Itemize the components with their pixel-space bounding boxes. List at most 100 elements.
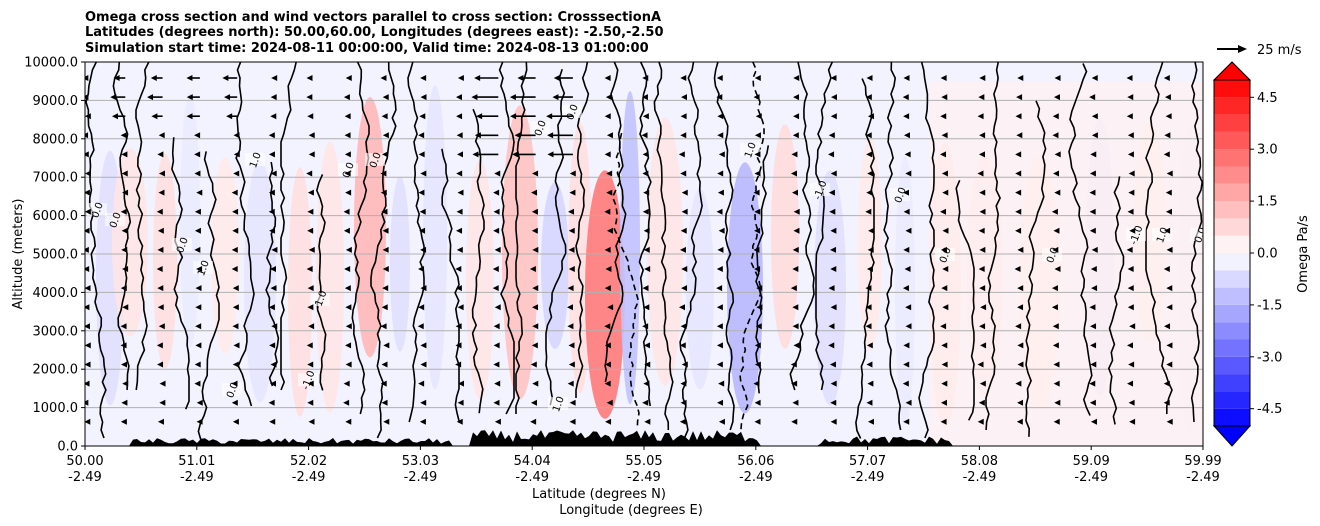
wind-vector	[905, 399, 912, 406]
wind-vector	[85, 418, 91, 425]
wind-vector	[717, 170, 724, 177]
wind-vector	[547, 151, 573, 158]
wind-vector	[231, 246, 238, 253]
wind-vector	[383, 418, 390, 425]
wind-vector	[307, 399, 314, 406]
omega-fill-region	[771, 124, 799, 349]
wind-vector	[978, 94, 985, 101]
x-tick-label-lat: 56.06	[737, 454, 774, 469]
wind-vector	[1163, 399, 1170, 406]
wind-vector	[979, 75, 986, 81]
wind-vector	[1017, 361, 1024, 368]
x-tick-label-lon: -2.49	[1074, 470, 1108, 485]
wind-vector	[306, 342, 313, 349]
contour-line	[135, 62, 150, 391]
wind-vector	[644, 361, 651, 368]
contour-label-bg	[365, 153, 385, 166]
wind-vector	[1014, 266, 1021, 272]
wind-vector	[1054, 266, 1061, 272]
wind-vector	[381, 304, 388, 311]
wind-vector	[147, 94, 163, 101]
wind-vector	[195, 323, 202, 330]
wind-vector	[121, 227, 128, 234]
x-tick-label-lat: 59.99	[1184, 454, 1221, 469]
wind-vector	[344, 285, 351, 292]
wind-vector	[643, 246, 650, 253]
wind-vector	[232, 418, 239, 425]
wind-vector	[979, 208, 986, 215]
wind-vector	[903, 75, 910, 81]
wind-vector	[381, 361, 388, 368]
wind-vector	[531, 208, 538, 215]
wind-vector	[1127, 342, 1134, 349]
wind-vector	[716, 285, 723, 292]
wind-vector	[270, 361, 277, 368]
contour-line	[653, 62, 674, 431]
wind-vector	[343, 380, 350, 387]
wind-vector	[902, 94, 909, 101]
wind-vector	[902, 285, 909, 292]
wind-vector	[121, 361, 128, 368]
contour-line	[1190, 62, 1203, 423]
contour-label: 0.0	[938, 246, 954, 265]
contour-label-bg	[87, 203, 107, 216]
wind-vector	[307, 113, 314, 120]
wind-vector	[791, 151, 798, 158]
wind-vector	[120, 323, 127, 330]
wind-vector	[308, 246, 315, 253]
wind-vector	[196, 399, 203, 406]
wind-vector	[121, 246, 128, 253]
wind-vector	[681, 208, 688, 215]
wind-vector	[716, 361, 723, 368]
wind-vector	[1054, 151, 1061, 158]
wind-vector	[476, 113, 499, 120]
wind-vector	[940, 113, 947, 120]
wind-vector	[716, 323, 723, 330]
wind-vector	[1015, 227, 1022, 234]
wind-vector	[754, 342, 761, 349]
wind-vector	[755, 113, 762, 120]
wind-vector	[271, 246, 278, 253]
colorbar-band	[1214, 322, 1250, 340]
wind-vector	[85, 323, 90, 330]
contour-label: 0.0	[175, 236, 191, 255]
wind-vector	[568, 266, 575, 272]
wind-vector	[418, 151, 425, 158]
omega-fill-region	[112, 147, 148, 337]
wind-vector	[532, 170, 539, 177]
wind-vector	[345, 75, 352, 81]
omega-fill-region	[390, 176, 410, 352]
wind-vector	[754, 151, 761, 158]
wind-vector	[382, 246, 389, 253]
contour-line	[498, 62, 515, 415]
wind-vector	[605, 94, 612, 101]
wind-vector	[568, 208, 575, 215]
omega-fill-region	[686, 188, 714, 390]
wind-vector	[604, 246, 611, 253]
contour-line	[265, 161, 280, 387]
wind-vector	[1090, 323, 1097, 330]
wind-vector	[569, 418, 576, 425]
wind-vector	[455, 285, 462, 292]
wind-vector	[306, 75, 313, 81]
x-tick-label-lon: -2.49	[963, 470, 997, 485]
wind-vector	[345, 342, 352, 349]
wind-vector	[231, 189, 238, 196]
wind-vector	[1127, 266, 1134, 272]
wind-vector	[642, 323, 649, 330]
wind-vector	[754, 170, 761, 177]
wind-vector	[380, 189, 387, 196]
wind-vector	[717, 246, 724, 253]
wind-vector	[1090, 151, 1097, 158]
wind-vector	[716, 266, 723, 272]
wind-vector	[455, 323, 462, 330]
wind-vector	[604, 113, 611, 120]
wind-vector	[604, 361, 611, 368]
wind-vector	[830, 246, 837, 253]
wind-vector	[232, 208, 239, 215]
wind-vector	[1089, 94, 1096, 101]
wind-vector	[680, 113, 687, 120]
wind-vector	[754, 399, 761, 406]
wind-vector	[940, 246, 947, 253]
wind-vector	[195, 285, 202, 292]
